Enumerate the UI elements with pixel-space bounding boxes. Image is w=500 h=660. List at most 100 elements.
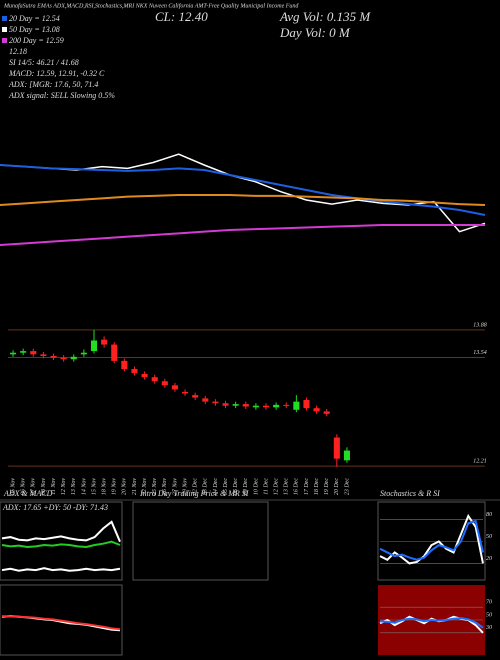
legend-entry: 50 Day = 13.08 bbox=[9, 25, 60, 34]
candle-body bbox=[333, 437, 340, 459]
avg-vol: Avg Vol: 0.135 M bbox=[279, 9, 371, 24]
line-series bbox=[379, 519, 484, 561]
y-tick-label: 13.88 bbox=[473, 322, 487, 328]
candle-body bbox=[70, 356, 77, 360]
x-tick-label: 14 Nov bbox=[80, 478, 87, 496]
candle-body bbox=[60, 357, 67, 360]
candle-body bbox=[161, 381, 168, 386]
y-tick-label: 50 bbox=[486, 612, 492, 618]
x-tick-label: 15 Nov bbox=[91, 478, 97, 496]
line-series bbox=[1, 567, 121, 572]
x-tick-label: 04 Dec bbox=[212, 478, 219, 495]
legend-entry: MACD: 12.59, 12.91, -0.32 C bbox=[8, 69, 105, 78]
candle-body bbox=[90, 340, 98, 352]
y-tick-label: 50 bbox=[486, 534, 492, 540]
candle-body bbox=[212, 401, 219, 404]
x-tick-label: 22 Nov bbox=[142, 478, 148, 496]
x-tick-label: 12 Nov bbox=[61, 478, 67, 496]
stoch-panel bbox=[377, 501, 486, 581]
x-tick-label: 08 Nov bbox=[41, 478, 47, 496]
legend-entry: 200 Day = 12.59 bbox=[9, 36, 64, 45]
y-tick-label: 30 bbox=[485, 625, 492, 631]
adx-values: ADX: 17.65 +DY: 50 -DY: 71.43 bbox=[2, 503, 108, 512]
adx-signal: ADX signal: SELL Slowing 0.5% bbox=[8, 91, 115, 100]
legend-swatch bbox=[2, 38, 7, 43]
x-tick-label: 19 Dec bbox=[324, 478, 330, 495]
intraday-panel bbox=[132, 501, 269, 581]
candle-body bbox=[313, 408, 320, 412]
legend-swatch bbox=[2, 16, 7, 21]
candle-body bbox=[182, 391, 189, 394]
candle-body bbox=[283, 404, 290, 406]
x-tick-label: 11 Nov bbox=[51, 478, 57, 495]
candle-body bbox=[252, 405, 259, 408]
candle-body bbox=[101, 339, 108, 345]
line-series bbox=[379, 513, 484, 565]
candle-body bbox=[50, 355, 57, 358]
candle-body bbox=[151, 377, 158, 382]
x-tick-label: 18 Nov bbox=[101, 478, 107, 496]
x-tick-label: 18 Dec bbox=[314, 478, 320, 495]
candle-body bbox=[202, 398, 209, 402]
x-tick-label: 09 Dec bbox=[243, 478, 249, 495]
macd-panel bbox=[0, 584, 123, 656]
y-tick-label: 13.54 bbox=[473, 349, 487, 356]
candle-body bbox=[323, 411, 330, 414]
x-tick-label: 20 Dec bbox=[334, 478, 340, 495]
candle-body bbox=[10, 352, 17, 355]
line-series bbox=[379, 617, 484, 629]
candle-body bbox=[20, 351, 27, 353]
candle-body bbox=[222, 403, 229, 406]
x-tick-label: 06 Dec bbox=[233, 478, 239, 495]
candle-body bbox=[30, 351, 37, 355]
line-series bbox=[0, 224, 485, 246]
x-tick-label: 13 Dec bbox=[284, 478, 290, 495]
x-tick-label: 23 Dec bbox=[344, 478, 350, 495]
panel-title: Stochastics & R SI bbox=[380, 489, 440, 498]
x-tick-label: 05 Dec bbox=[223, 478, 229, 495]
candle-body bbox=[171, 385, 178, 390]
x-tick-label: 21 Nov bbox=[132, 478, 138, 496]
x-tick-label: 17 Dec bbox=[304, 478, 310, 495]
candle-body bbox=[262, 405, 270, 408]
y-tick-label: 80 bbox=[486, 512, 492, 518]
x-tick-label: 13 Nov bbox=[71, 478, 77, 496]
x-tick-label: 20 Nov bbox=[122, 478, 128, 496]
x-tick-label: 29 Nov bbox=[182, 478, 188, 496]
candle-body bbox=[303, 400, 310, 409]
x-tick-label: 07 Nov bbox=[31, 478, 37, 496]
candle-body bbox=[121, 360, 128, 370]
x-tick-label: 02 Dec bbox=[193, 478, 199, 495]
adx-panel bbox=[0, 501, 123, 581]
legend-entry: SI 14/5: 46.21 / 41.68 bbox=[9, 58, 79, 67]
candle-body bbox=[232, 404, 239, 406]
x-tick-label: 26 Nov bbox=[162, 478, 168, 496]
x-tick-label: 06 Nov bbox=[21, 478, 27, 496]
x-tick-label: 25 Nov bbox=[152, 478, 158, 496]
candle-body bbox=[192, 395, 199, 398]
panel-title: Intra Day Trading Price & MR SI bbox=[139, 489, 249, 498]
legend-entry: 12.18 bbox=[9, 47, 27, 56]
candle-body bbox=[131, 369, 138, 374]
line-series bbox=[1, 520, 121, 543]
adx-line: ADX: [MGR: 17.6, 50, 71.4 bbox=[8, 80, 98, 89]
candle-body bbox=[40, 354, 47, 356]
day-vol: Day Vol: 0 M bbox=[279, 25, 351, 40]
y-tick-label: 12.21 bbox=[473, 458, 487, 464]
x-tick-label: 11 Dec bbox=[263, 478, 269, 495]
y-tick-label: 70 bbox=[486, 600, 492, 606]
x-tick-label: 12 Dec bbox=[273, 478, 279, 495]
x-tick-label: 19 Nov bbox=[112, 478, 118, 496]
x-tick-label: 03 Dec bbox=[203, 478, 209, 495]
chart-title: MunafaSutra EMAs ADX,MACD,RSI,Stochastic… bbox=[3, 2, 299, 9]
candle-body bbox=[141, 373, 148, 378]
line-series bbox=[1, 615, 121, 631]
x-tick-label: 16 Dec bbox=[294, 478, 300, 495]
candle-body bbox=[80, 352, 87, 355]
line-series bbox=[0, 194, 486, 206]
candle-body bbox=[293, 401, 300, 410]
legend-entry: 20 Day = 12.54 bbox=[9, 14, 60, 23]
legend-swatch bbox=[2, 27, 7, 32]
candle-body bbox=[343, 450, 350, 461]
